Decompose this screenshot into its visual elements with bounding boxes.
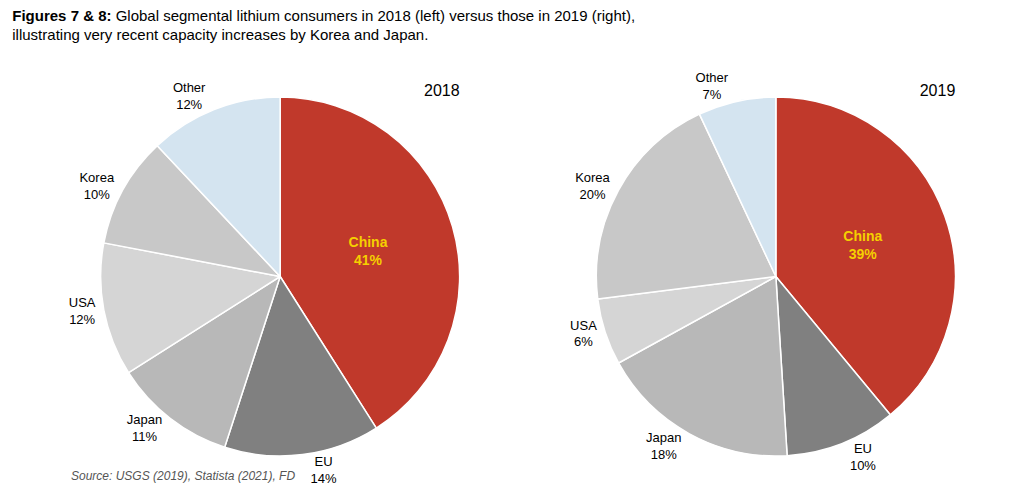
svg-text:Japan18%: Japan18%	[646, 430, 681, 462]
svg-text:2019: 2019	[920, 82, 956, 99]
svg-text:USA12%: USA12%	[69, 295, 96, 327]
svg-text:Other12%: Other12%	[173, 80, 206, 112]
svg-text:China41%: China41%	[349, 234, 388, 268]
svg-text:Japan11%: Japan11%	[127, 412, 162, 444]
svg-text:2018: 2018	[424, 82, 460, 99]
svg-text:Figures 7 & 8: Global segmenta: Figures 7 & 8: Global segmental lithium …	[12, 7, 635, 44]
svg-text:USA6%: USA6%	[570, 318, 597, 350]
svg-text:Source: USGS (2019), Statista: Source: USGS (2019), Statista (2021), FD	[71, 469, 295, 483]
svg-text:Korea20%: Korea20%	[575, 170, 610, 202]
svg-text:EU14%: EU14%	[311, 454, 337, 486]
svg-text:China39%: China39%	[843, 228, 882, 262]
svg-text:Korea10%: Korea10%	[79, 170, 114, 202]
svg-text:Other7%: Other7%	[696, 70, 729, 102]
svg-text:EU10%: EU10%	[850, 441, 876, 473]
